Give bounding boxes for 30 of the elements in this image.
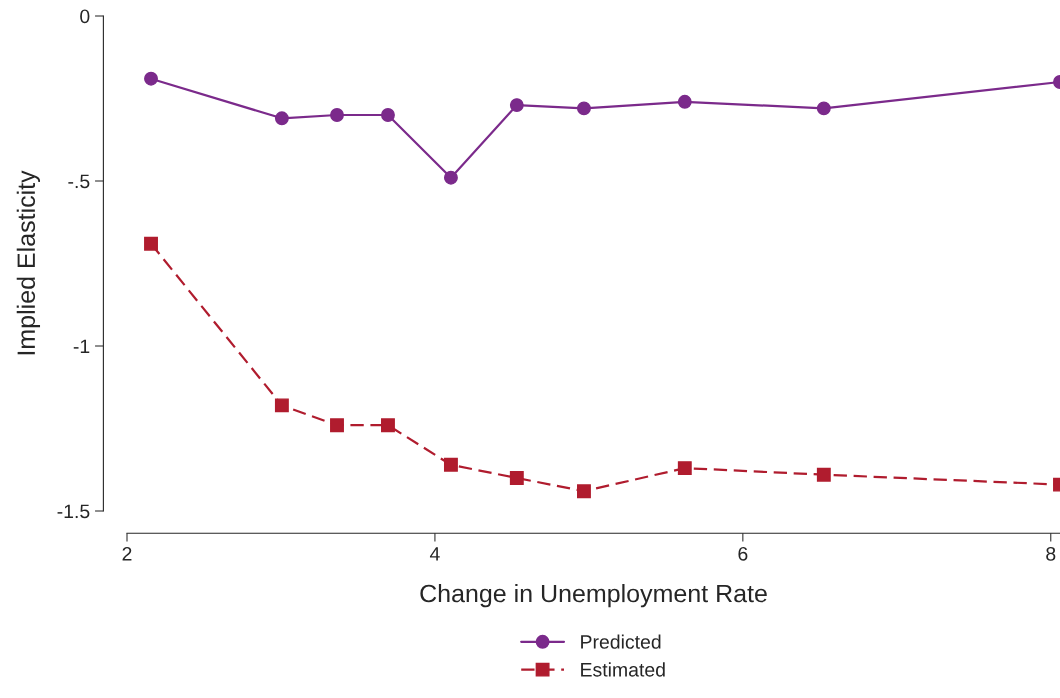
point <box>577 484 591 499</box>
point <box>274 398 289 413</box>
point <box>816 467 831 482</box>
point <box>509 98 524 113</box>
point <box>274 111 289 126</box>
y-tick-label: -1 <box>73 339 90 354</box>
point <box>677 461 692 476</box>
x-tick-label: 4 <box>429 547 440 561</box>
point <box>381 418 395 433</box>
point <box>144 236 158 251</box>
y-tick-label: 0 <box>80 9 90 24</box>
x-tick-label: 6 <box>738 546 748 561</box>
point <box>330 108 344 122</box>
point <box>677 94 692 109</box>
y-tick-label: -.5 <box>68 174 90 189</box>
legend-label: Predicted <box>581 634 661 649</box>
point <box>381 108 395 122</box>
point <box>509 471 524 485</box>
x-tick-label: 8 <box>1046 546 1056 561</box>
point <box>144 71 158 86</box>
legend-label: Estimated <box>581 662 665 677</box>
point <box>330 418 344 433</box>
y-axis-title: Implied Elasticity <box>16 170 41 355</box>
point <box>443 170 458 185</box>
y-tick-label: -1.5 <box>57 504 90 519</box>
x-tick-label: 2 <box>122 546 132 561</box>
point <box>443 457 458 472</box>
point <box>816 101 831 116</box>
point <box>577 101 591 116</box>
x-axis-title: Change in Unemployment Rate <box>420 583 767 608</box>
